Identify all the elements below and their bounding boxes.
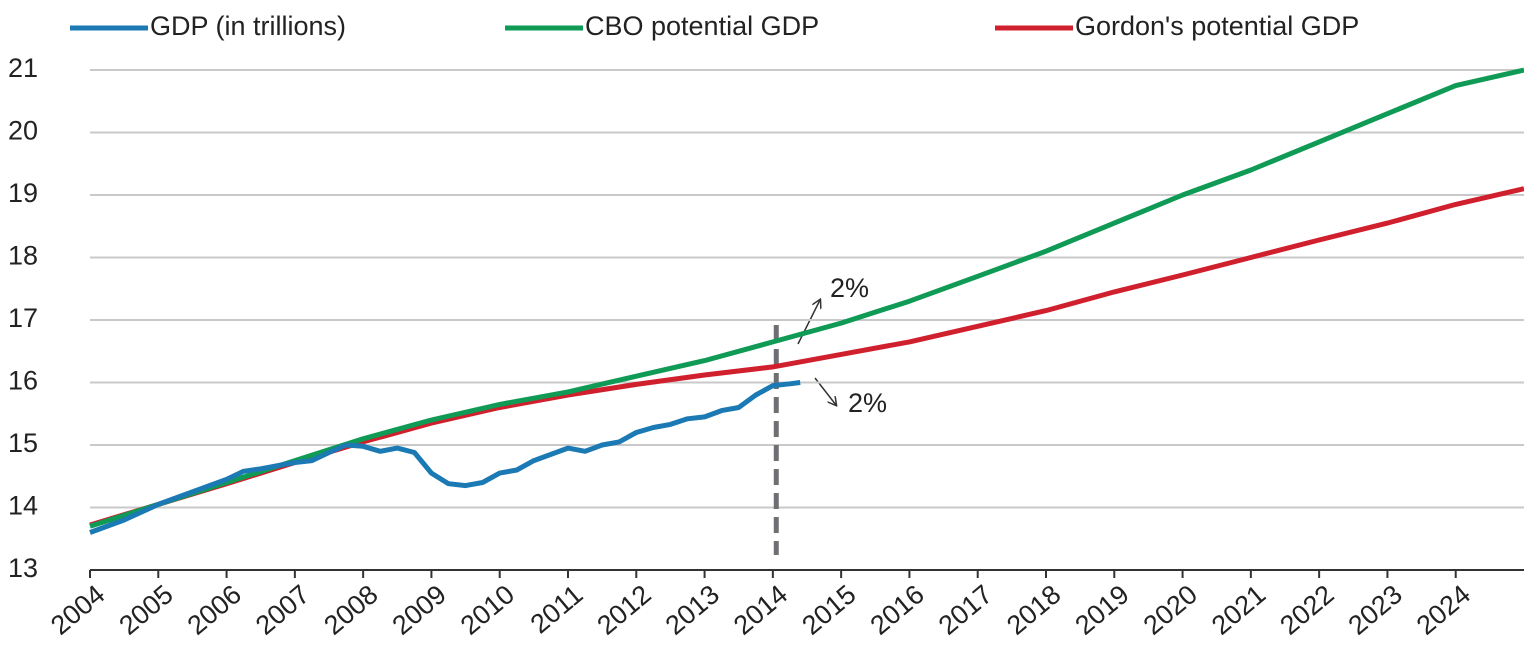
annotation: 2% (830, 273, 869, 303)
x-tick-label: 2006 (182, 579, 247, 641)
x-tick-label: 2012 (591, 579, 656, 641)
x-tick-label: 2018 (1001, 579, 1066, 641)
y-tick-label: 15 (8, 428, 38, 458)
x-tick-label: 2024 (1411, 579, 1476, 641)
series-line (89, 67, 1524, 529)
y-tick-label: 21 (8, 53, 38, 83)
x-tick-label: 2008 (318, 579, 383, 641)
y-tick-label: 19 (8, 178, 38, 208)
legend-label: Gordon's potential GDP (1075, 11, 1359, 41)
x-tick-label: 2005 (113, 579, 178, 641)
y-tick-label: 18 (8, 241, 38, 271)
x-tick-label: 2016 (865, 579, 930, 641)
legend-label: CBO potential GDP (585, 11, 819, 41)
y-tick-label: 20 (8, 116, 38, 146)
arrow-up (797, 300, 820, 345)
x-tick-label: 2007 (250, 579, 315, 641)
y-tick-label: 13 (8, 553, 38, 583)
y-tick-label: 16 (8, 366, 38, 396)
x-tick-label: 2021 (1206, 579, 1271, 641)
x-tick-label: 2014 (728, 579, 793, 641)
x-tick-label: 2011 (525, 579, 589, 639)
x-tick-label: 2019 (1069, 579, 1134, 641)
x-tick-label: 2009 (387, 579, 452, 641)
x-tick-label: 2017 (933, 579, 998, 641)
x-tick-label: 2023 (1343, 579, 1408, 641)
y-tick-label: 17 (8, 303, 38, 333)
legend-label: GDP (in trillions) (150, 11, 346, 41)
x-tick-label: 2004 (45, 579, 110, 641)
x-tick-label: 2020 (1138, 579, 1203, 641)
x-tick-label: 2022 (1274, 579, 1339, 641)
annotation: 2% (848, 388, 887, 418)
y-tick-label: 14 (8, 491, 38, 521)
x-tick-label: 2010 (455, 579, 520, 641)
x-tick-label: 2013 (660, 579, 725, 641)
series-line (89, 380, 801, 535)
x-tick-label: 2015 (796, 579, 861, 641)
series-line (89, 186, 1524, 528)
